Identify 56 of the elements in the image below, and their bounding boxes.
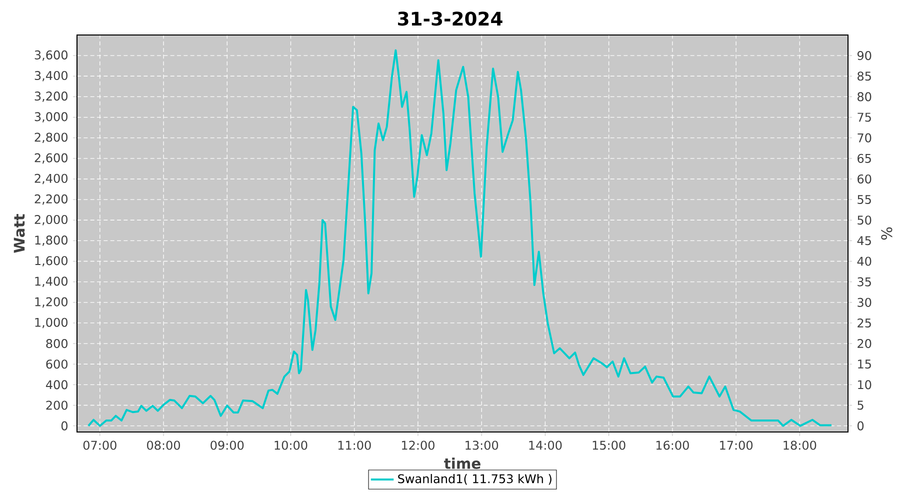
y2-tick-label: 90 [857,51,872,60]
line-series [87,49,832,427]
y2-tick-label: 15 [858,360,871,369]
y2-tick-label: 85 [858,72,871,81]
y2-tick-label: 75 [858,112,871,122]
y2-tick-label: 25 [858,318,871,328]
y2-tick-label: 50 [858,216,872,225]
y2-tick-label: 70 [858,133,872,142]
y2-tick-label: 55 [858,195,871,204]
y-tick-label: 1,200 [35,297,68,308]
y2-tick-label: 0 [858,421,864,430]
x-tick-label: 14:00 [529,440,562,450]
x-tick-label: 13:00 [466,440,498,450]
x-tick-label: 09:00 [210,440,244,450]
y-tick-label: 800 [46,339,68,348]
x-tick-label: 18:00 [784,440,816,450]
y-tick-label: 2,400 [34,174,68,184]
y-tick-label: 2,800 [34,132,68,143]
y-tick-label: 3,200 [34,92,68,102]
x-axis-title: time [444,458,480,469]
y2-tick-label: 5 [858,400,864,410]
y-tick-label: 200 [46,400,68,410]
y-tick-label: 2,000 [34,214,68,226]
x-tick-label: 12:00 [402,440,434,450]
legend-label: Swanland1( 11.753 kWh ) [398,474,552,485]
y2-tick-label: 60 [858,174,872,184]
y-tick-label: 2,200 [34,194,68,205]
y2-tick-label: 65 [858,154,871,163]
y-tick-label: 0 [61,421,68,430]
x-tick-label: 10:00 [274,440,308,450]
x-tick-label: 17:00 [720,440,753,450]
x-tick-label: 07:00 [83,440,116,450]
y2-tick-label: 40 [857,256,872,266]
y2-tick-label: 35 [858,277,871,286]
y2-tick-label: 45 [857,236,871,246]
y-tick-label: 1,600 [35,256,68,266]
x-tick-label: 16:00 [656,440,689,450]
y-tick-label: 1,800 [35,236,68,246]
y-tick-label: 3,600 [34,50,68,61]
y2-tick-label: 80 [858,92,872,102]
y-tick-label: 2,600 [34,153,68,164]
y2-tick-label: 20 [858,339,872,348]
x-tick-label: 08:00 [147,440,180,450]
y-axis-title: Watt [14,214,25,253]
y-tick-label: 3,400 [34,70,68,82]
y-tick-label: 3,000 [34,112,68,122]
x-tick-label: 11:00 [338,440,371,450]
y2-tick-label: 10 [858,380,872,390]
x-tick-label: 15:00 [592,440,626,450]
y-tick-label: 1,400 [35,276,68,287]
chart-title: 31-3-2024 [398,12,502,26]
y-tick-label: 1,000 [35,318,68,328]
y-tick-label: 400 [46,380,68,390]
y2-tick-label: 30 [858,298,872,307]
y2-axis-title: % [881,227,892,240]
y-tick-label: 600 [46,360,68,369]
